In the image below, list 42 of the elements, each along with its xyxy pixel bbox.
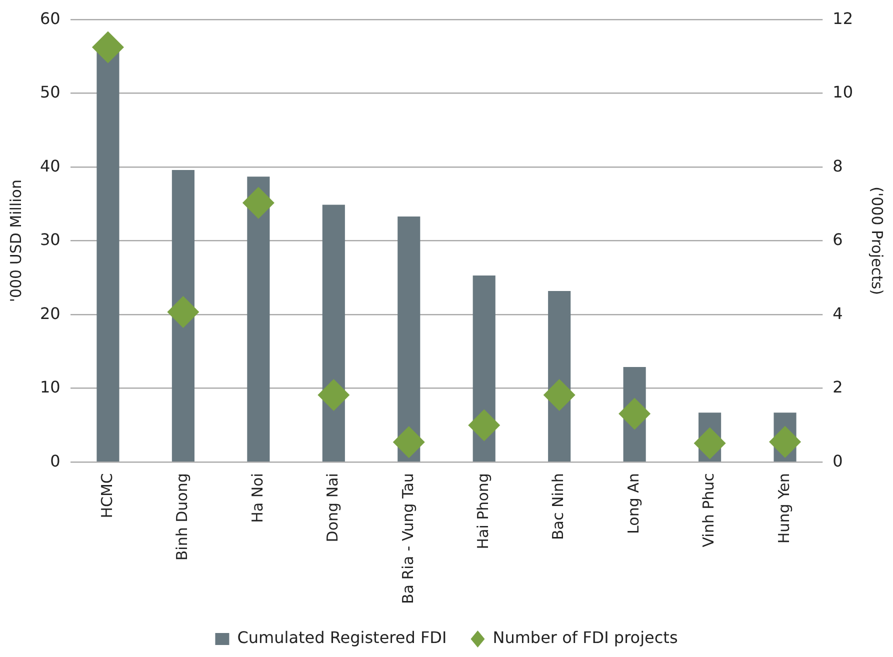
x-tick-label: HCMC: [98, 473, 116, 518]
y-tick-label: 10: [40, 378, 60, 396]
point: [242, 186, 274, 219]
y2-tick-label: 10: [832, 82, 853, 102]
bar: [172, 170, 194, 462]
x-tick-label: Ha Noi: [248, 473, 266, 523]
legend-label: Number of FDI projects: [492, 628, 678, 648]
y2-tick-label: 2: [832, 378, 843, 396]
point: [769, 426, 802, 458]
point: [318, 378, 350, 411]
x-tick-label: Dong Nai: [324, 473, 342, 542]
legend-label: Cumulated Registered FDI: [237, 628, 447, 648]
x-tick-label: Hung Yen: [774, 473, 793, 544]
x-tick-label: Bac Ninh: [549, 473, 568, 540]
bar: [398, 216, 420, 462]
y-axis-title: '000 USD Million: [6, 180, 25, 302]
y-tick-label: 40: [40, 156, 60, 176]
x-tick-label: Ba Ria - Vung Tau: [398, 473, 417, 604]
y-tick-label: 50: [40, 82, 60, 102]
y-tick-label: 60: [40, 8, 60, 28]
point: [543, 378, 576, 411]
x-tick-label: Vinh Phuc: [700, 473, 718, 548]
point: [167, 296, 200, 328]
bar: [247, 176, 270, 462]
x-tick-label: Binh Duong: [173, 473, 192, 561]
point: [618, 398, 651, 430]
point: [694, 427, 726, 460]
y-tick-label: 30: [40, 230, 60, 250]
y2-axis-title: ('000 Projects): [868, 186, 886, 296]
y-tick-label: 0: [50, 451, 60, 470]
y2-tick-label: 8: [832, 156, 843, 176]
y2-tick-label: 0: [832, 451, 843, 470]
point: [92, 31, 124, 64]
point: [392, 426, 425, 458]
point: [468, 409, 500, 442]
y2-tick-label: 6: [832, 230, 843, 250]
y2-tick-label: 12: [832, 8, 853, 28]
y2-tick-label: 4: [832, 304, 843, 323]
bar: [322, 204, 345, 462]
x-tick-label: Hai Phong: [474, 473, 492, 550]
y-tick-label: 20: [40, 304, 60, 323]
x-tick-label: Long An: [624, 473, 642, 534]
